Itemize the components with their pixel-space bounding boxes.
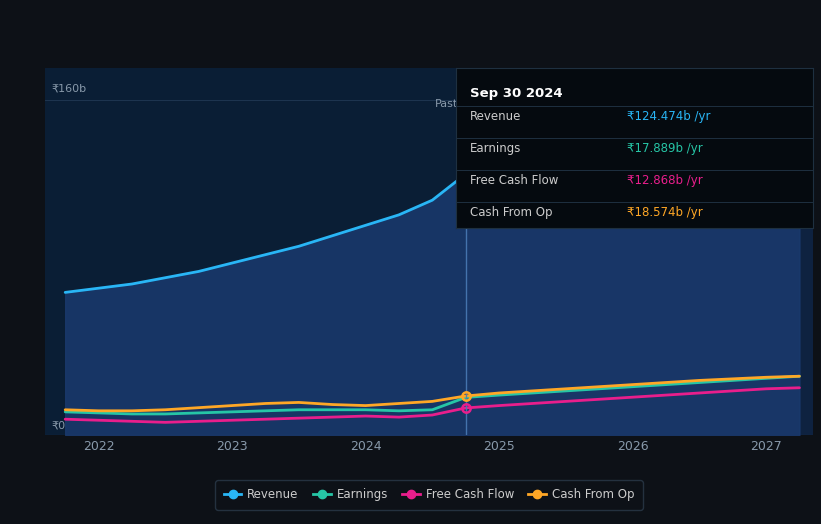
Text: ₹12.868b /yr: ₹12.868b /yr: [627, 173, 703, 187]
Bar: [466, 68, 813, 435]
Text: Sep 30 2024: Sep 30 2024: [470, 88, 562, 100]
Text: ₹18.574b /yr: ₹18.574b /yr: [627, 205, 703, 219]
Text: Cash From Op: Cash From Op: [470, 205, 553, 219]
Text: Past: Past: [434, 100, 457, 110]
Text: Earnings: Earnings: [470, 141, 521, 155]
Text: ₹0: ₹0: [52, 421, 66, 431]
Text: Revenue: Revenue: [470, 110, 521, 123]
Text: ₹17.889b /yr: ₹17.889b /yr: [627, 141, 703, 155]
Bar: [45, 68, 466, 435]
Text: ₹160b: ₹160b: [52, 83, 87, 93]
Text: Free Cash Flow: Free Cash Flow: [470, 173, 558, 187]
Text: ₹124.474b /yr: ₹124.474b /yr: [627, 110, 711, 123]
Legend: Revenue, Earnings, Free Cash Flow, Cash From Op: Revenue, Earnings, Free Cash Flow, Cash …: [215, 480, 643, 510]
Text: Analysts Forecasts: Analysts Forecasts: [474, 100, 577, 110]
